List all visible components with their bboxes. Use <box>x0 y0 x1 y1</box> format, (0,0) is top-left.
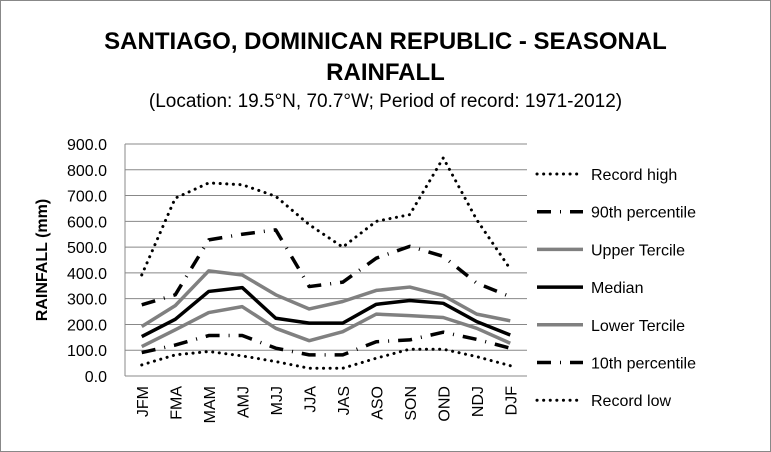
chart-subtitle: (Location: 19.5°N, 70.7°W; Period of rec… <box>148 91 623 112</box>
y-tick-label: 100.0 <box>67 343 107 360</box>
x-tick-label: AMJ <box>235 386 252 418</box>
legend-label: Upper Tercile <box>591 242 685 259</box>
series-line-record-low <box>140 347 512 370</box>
series-line-upper-tercile <box>140 269 511 328</box>
legend-label: 10th percentile <box>591 356 696 373</box>
legend-label: 90th percentile <box>591 205 696 222</box>
legend-label: Median <box>591 280 643 297</box>
y-tick-label: 800.0 <box>67 163 107 180</box>
series-line-record-high <box>140 156 512 277</box>
x-tick-label: JFM <box>135 386 152 417</box>
y-tick-label: 0.0 <box>85 369 107 386</box>
y-tick-label: 600.0 <box>67 214 107 231</box>
x-tick-label: MAM <box>202 386 219 423</box>
x-tick-label: ASO <box>369 386 386 420</box>
x-tick-label: JJA <box>302 386 319 413</box>
chart-title-line2: RAINFALL <box>326 59 445 86</box>
y-tick-label: 300.0 <box>67 292 107 309</box>
legend-label: Lower Tercile <box>591 318 685 335</box>
x-tick-label: OND <box>436 386 453 422</box>
y-tick-label: 400.0 <box>67 266 107 283</box>
y-tick-label: 500.0 <box>67 240 107 257</box>
x-tick-label: FMA <box>168 386 185 420</box>
series-line-lower-tercile <box>140 304 511 349</box>
chart-title-line1: SANTIAGO, DOMINICAN REPUBLIC - SEASONAL <box>104 28 667 55</box>
y-tick-label: 900.0 <box>67 137 107 154</box>
legend-label: Record low <box>591 393 671 410</box>
x-tick-label: DJF <box>503 386 520 416</box>
series-line-90th-percentile <box>141 228 511 307</box>
series-line-median <box>140 285 511 339</box>
y-tick-label: 200.0 <box>67 317 107 334</box>
y-tick-label: 700.0 <box>67 189 107 206</box>
x-tick-label: MJJ <box>269 386 286 415</box>
x-tick-label: JAS <box>336 386 353 415</box>
y-axis-label: RAINFALL (mm) <box>34 199 51 321</box>
legend-label: Record high <box>591 167 677 184</box>
x-tick-label: NDJ <box>470 386 487 417</box>
x-tick-label: SON <box>403 386 420 421</box>
